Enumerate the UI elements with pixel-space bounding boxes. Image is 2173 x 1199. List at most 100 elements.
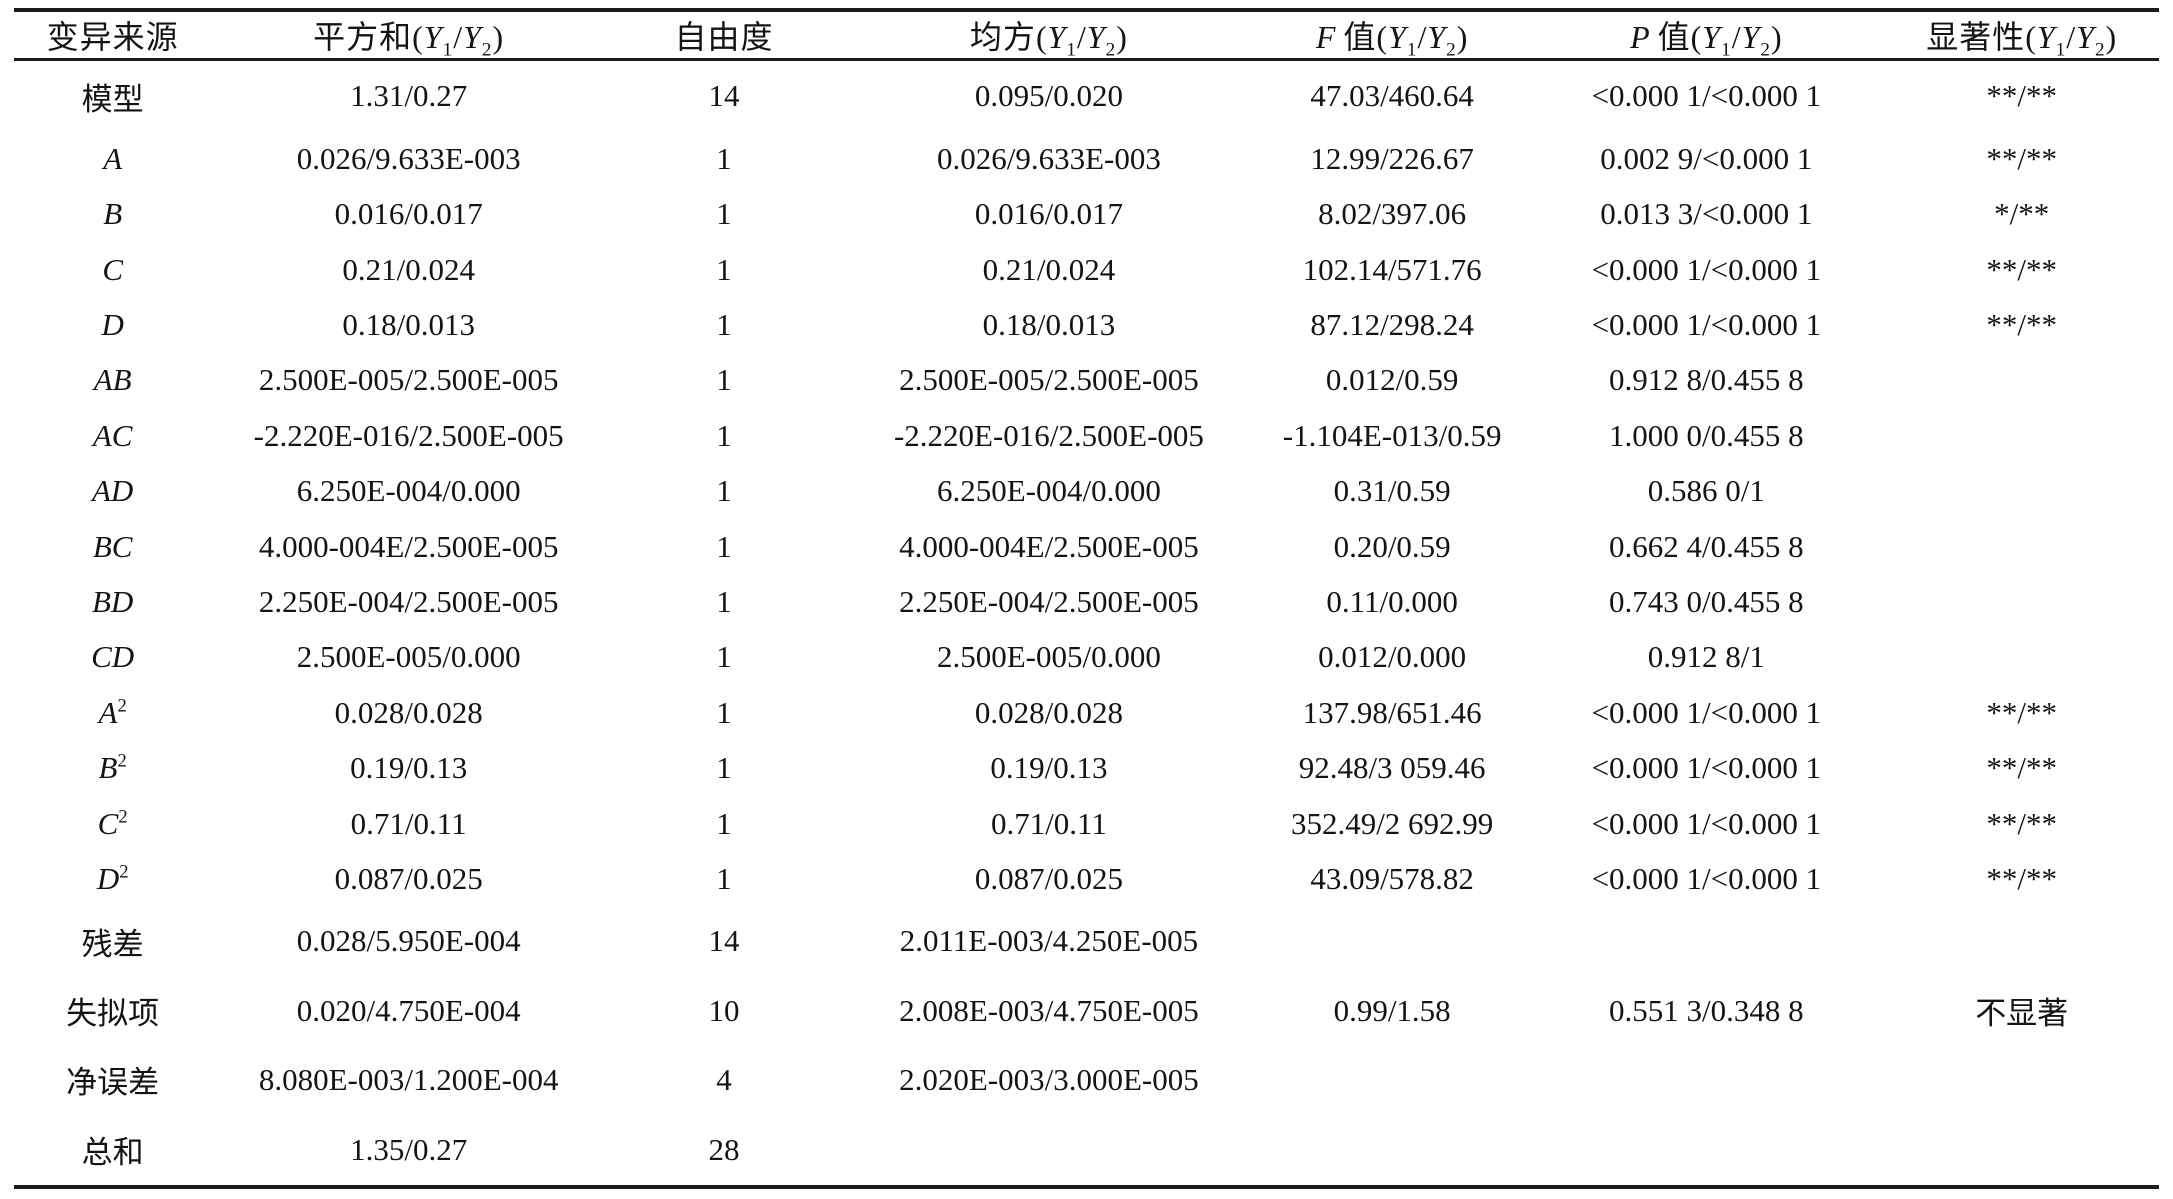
source-cell: C — [14, 242, 211, 297]
cell-ms: 6.250E-004/0.000 — [936, 473, 1161, 509]
source-cell: BC — [14, 519, 211, 574]
cell-ss: 0.19/0.13 — [350, 750, 468, 786]
cell-ss: 0.028/0.028 — [334, 694, 483, 730]
cell-ms: 0.19/0.13 — [990, 750, 1108, 786]
cell-df: 1 — [716, 362, 732, 398]
y-subscript: 2 — [1105, 39, 1117, 61]
cell-f: 0.012/0.59 — [1325, 362, 1459, 398]
table-row: C 0.21/0.024 1 0.21/0.024 102.14/571.76 <0.00… — [14, 242, 2159, 297]
factor-label: D — [96, 861, 120, 897]
table-row: A 0.026/9.633E-003 1 0.026/9.633E-003 12.99/… — [14, 131, 2159, 186]
y-variable: Y — [1741, 19, 1761, 55]
cell-ss: 1.35/0.27 — [350, 1131, 468, 1167]
source-cell: D — [14, 297, 211, 352]
cell-sig: **/** — [1986, 694, 2057, 730]
cell-sig — [1884, 907, 2159, 976]
cell-sig — [1884, 408, 2159, 463]
cell-ms: 0.21/0.024 — [982, 251, 1116, 287]
cell-ms: 0.026/9.633E-003 — [936, 140, 1161, 176]
cell-p: <0.000 1/<0.000 1 — [1591, 694, 1822, 730]
factor-exponent: 2 — [117, 695, 127, 717]
cell-df: 1 — [716, 584, 732, 620]
cell-ss: 0.020/4.750E-004 — [296, 992, 521, 1028]
source-cell: A — [14, 131, 211, 186]
cell-ss: 2.500E-005/0.000 — [296, 639, 521, 675]
header-stat-letter: F — [1315, 19, 1337, 55]
cell-sig — [1884, 1045, 2159, 1114]
y-variable: Y — [423, 19, 443, 55]
cell-ms: 2.011E-003/4.250E-005 — [899, 923, 1199, 959]
source-cell: B — [14, 186, 211, 241]
source-cell: AD — [14, 464, 211, 519]
cell-f: 102.14/571.76 — [1302, 251, 1482, 287]
cell-f: 92.48/3 059.46 — [1298, 750, 1486, 786]
source-cell: AB — [14, 353, 211, 408]
table-row: 净误差 8.080E-003/1.200E-004 4 2.020E-003/3.00… — [14, 1045, 2159, 1114]
table-row: CD 2.500E-005/0.000 1 2.500E-005/0.000 0.012… — [14, 630, 2159, 685]
cell-sig — [1884, 353, 2159, 408]
cell-ms: 2.500E-005/0.000 — [936, 639, 1161, 675]
source-cell: 总和 — [81, 1135, 144, 1171]
cell-ms — [842, 1115, 1256, 1187]
factor-label: CD — [91, 639, 135, 675]
cell-df: 1 — [716, 306, 732, 342]
column-header-3: 均方(Y1/Y2) — [969, 19, 1128, 61]
cell-ms: 0.016/0.017 — [974, 196, 1123, 232]
cell-df: 1 — [716, 196, 732, 232]
table-row: 模型 1.31/0.27 14 0.095/0.020 47.03/460.64 <0.0… — [14, 60, 2159, 132]
cell-sig — [1884, 630, 2159, 685]
y-subscript: 1 — [1406, 39, 1418, 61]
cell-f: 12.99/226.67 — [1310, 140, 1474, 176]
factor-label: AD — [92, 473, 134, 509]
column-header-0: 变异来源 — [46, 19, 179, 55]
cell-ms: 0.028/0.028 — [974, 694, 1123, 730]
cell-ss: 0.21/0.024 — [342, 251, 475, 287]
table-row: AB 2.500E-005/2.500E-005 1 2.500E-005/2.500… — [14, 353, 2159, 408]
y-variable: Y — [1388, 19, 1407, 55]
column-header-6: 显著性(Y1/Y2) — [1926, 19, 2118, 61]
cell-p: 0.743 0/0.455 8 — [1609, 584, 1804, 620]
cell-ms: 2.020E-003/3.000E-005 — [899, 1061, 1199, 1097]
cell-df: 1 — [716, 750, 732, 786]
cell-df: 1 — [716, 140, 732, 176]
source-cell: 失拟项 — [66, 996, 160, 1032]
cell-df: 1 — [716, 805, 732, 841]
cell-f — [1256, 1045, 1528, 1114]
cell-f: 0.99/1.58 — [1333, 992, 1451, 1028]
cell-f: 137.98/651.46 — [1302, 694, 1482, 730]
cell-df: 14 — [708, 78, 740, 114]
table-row: C2 0.71/0.11 1 0.71/0.11 352.49/2 692.99 <0.0… — [14, 796, 2159, 851]
source-cell: 残差 — [81, 926, 144, 962]
source-cell: CD — [14, 630, 211, 685]
cell-f: 43.09/578.82 — [1310, 861, 1474, 897]
table-row: A2 0.028/0.028 1 0.028/0.028 137.98/651.46 <0… — [14, 685, 2159, 740]
cell-ms: 0.095/0.020 — [974, 78, 1123, 114]
cell-p: 0.586 0/1 — [1647, 473, 1765, 509]
cell-sig — [1884, 519, 2159, 574]
table-body: 模型 1.31/0.27 14 0.095/0.020 47.03/460.64 <0.0… — [14, 60, 2159, 1188]
cell-f — [1256, 907, 1528, 976]
table-row: AC -2.220E-016/2.500E-005 1 -2.220E-016/2.5… — [14, 408, 2159, 463]
table-row: 残差 0.028/5.950E-004 14 2.011E-003/4.250E-00… — [14, 907, 2159, 976]
cell-ms: 0.087/0.025 — [974, 861, 1123, 897]
cell-ss: 1.31/0.27 — [350, 78, 468, 114]
y-subscript: 2 — [1446, 39, 1457, 61]
cell-sig: */** — [1994, 196, 2050, 232]
cell-ms: 2.500E-005/2.500E-005 — [899, 362, 1199, 398]
cell-sig: 不显著 — [1975, 996, 2069, 1032]
y-variable: Y — [1427, 19, 1447, 55]
cell-ss: 0.087/0.025 — [334, 861, 483, 897]
cell-ss: 2.500E-005/2.500E-005 — [258, 362, 559, 398]
y-variable: Y — [2036, 19, 2056, 55]
cell-p: 0.912 8/0.455 8 — [1609, 362, 1804, 398]
cell-ss: 6.250E-004/0.000 — [296, 473, 521, 509]
cell-ss: 0.18/0.013 — [342, 306, 475, 342]
table-row: BD 2.250E-004/2.500E-005 1 2.250E-004/2.500… — [14, 574, 2159, 629]
cell-sig: **/** — [1986, 805, 2057, 841]
source-cell: B2 — [14, 741, 211, 796]
cell-ms: 4.000-004E/2.500E-005 — [899, 528, 1199, 564]
source-cell: BD — [14, 574, 211, 629]
cell-p: 0.551 3/0.348 8 — [1609, 992, 1804, 1028]
factor-label: C — [97, 805, 119, 841]
